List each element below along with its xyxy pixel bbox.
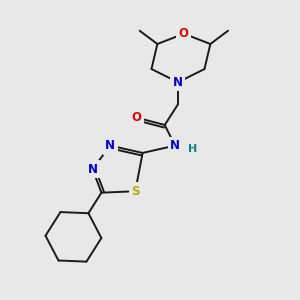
Text: N: N: [88, 163, 98, 176]
Text: O: O: [179, 27, 189, 40]
Text: N: N: [170, 139, 180, 152]
Text: H: H: [188, 143, 197, 154]
Text: N: N: [173, 76, 183, 89]
Text: N: N: [105, 139, 115, 152]
Text: O: O: [132, 111, 142, 124]
Text: S: S: [131, 185, 140, 198]
